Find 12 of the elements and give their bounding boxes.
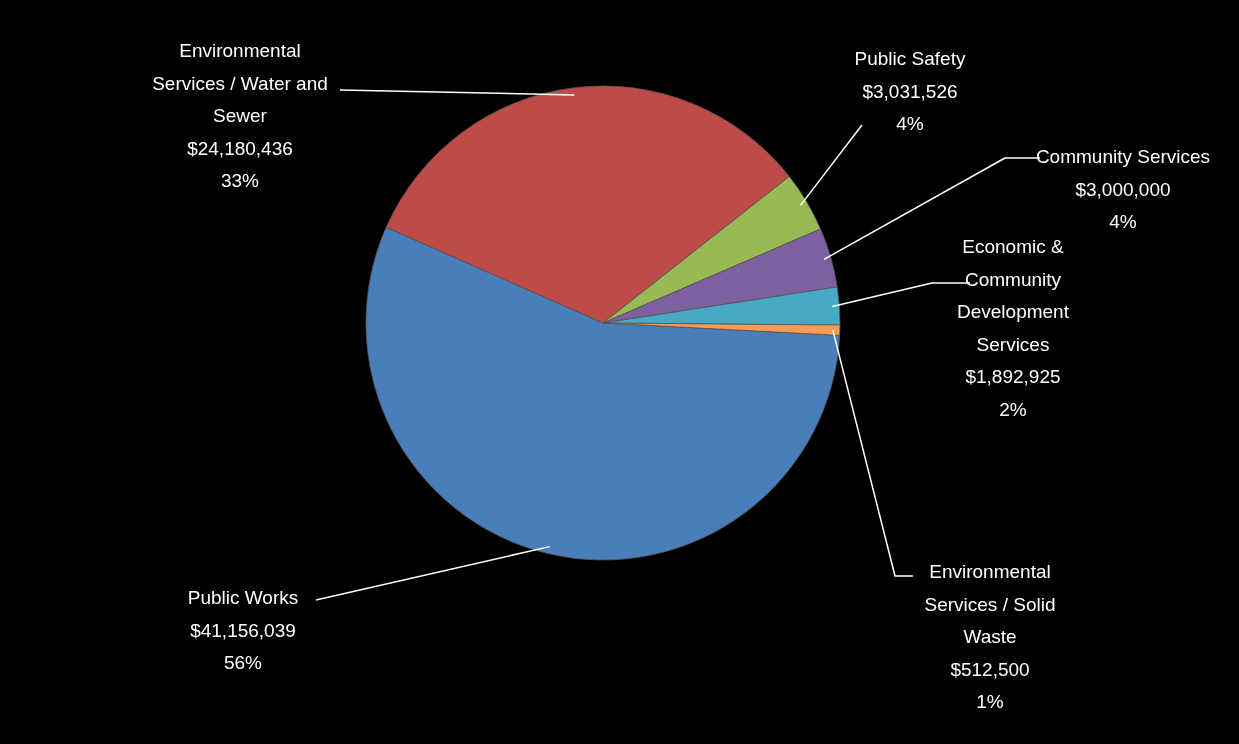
data-label: $3,000,000 4% — [1075, 178, 1171, 233]
data-label: $3,031,526 4% — [862, 80, 958, 135]
data-label: $1,892,925 2% — [965, 366, 1061, 420]
slice-label: Community Services — [1035, 146, 1211, 167]
slice-label: Environmental Services / Solid Waste — [924, 561, 1056, 648]
data-label: $512,500 1% — [950, 658, 1030, 713]
slice-label: Public Safety — [854, 48, 966, 69]
slice-label: Economic & Community Development Services — [957, 236, 1070, 355]
slice-label: Public Works — [187, 587, 299, 608]
data-label: $24,180,436 33% — [187, 137, 293, 192]
slice-label: Environmental Services / Water and Sewer — [152, 40, 328, 127]
data-label: $41,156,039 56% — [190, 619, 296, 674]
